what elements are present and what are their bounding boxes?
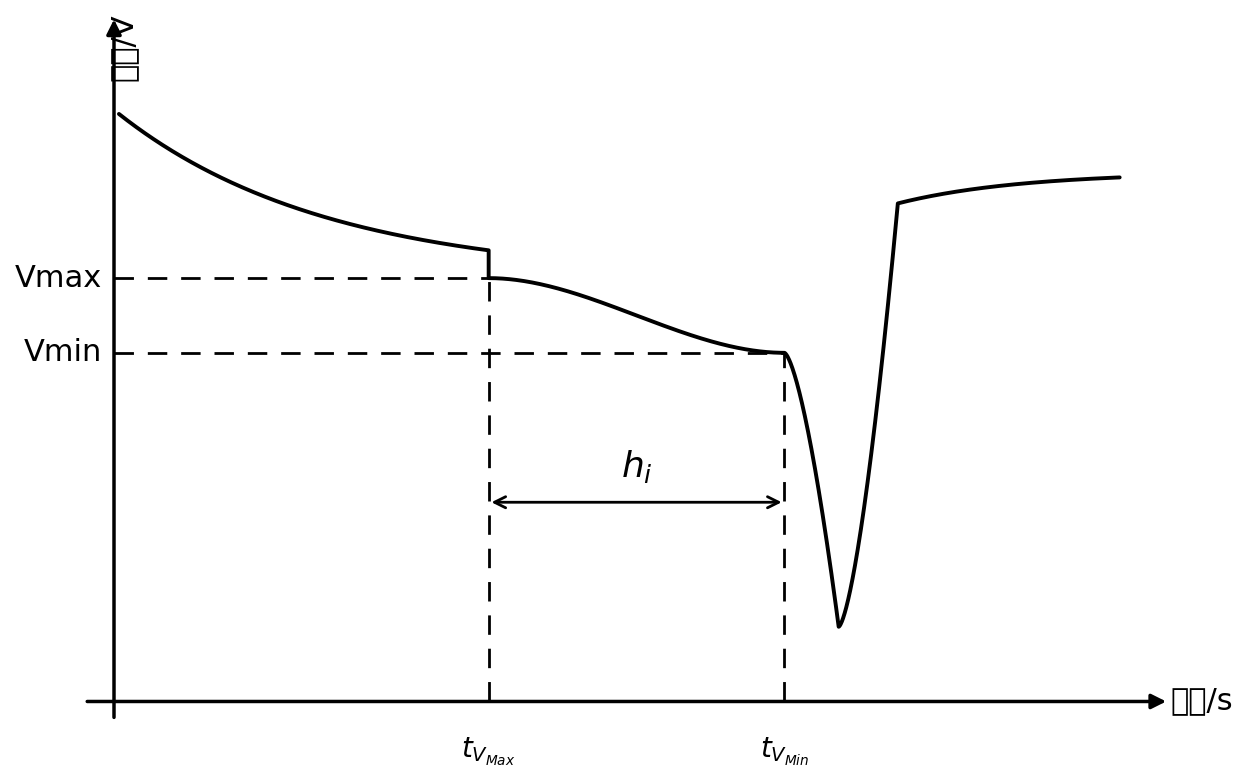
Text: $\mathit{h}_{\mathit{i}}$: $\mathit{h}_{\mathit{i}}$ (621, 448, 653, 485)
Text: $t_{V_{Min}}$: $t_{V_{Min}}$ (760, 736, 809, 768)
Text: 时间/s: 时间/s (1171, 686, 1234, 715)
Text: Vmin: Vmin (24, 338, 102, 367)
Text: $t_{V_{Max}}$: $t_{V_{Max}}$ (461, 736, 515, 768)
Text: Vmax: Vmax (15, 264, 102, 293)
Text: 电压/V: 电压/V (109, 13, 138, 81)
